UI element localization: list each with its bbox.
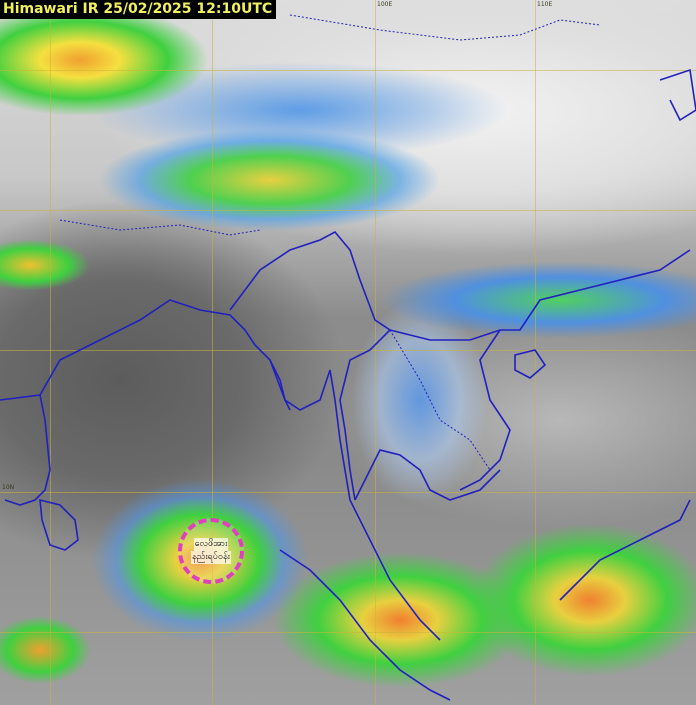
lon-label-110e: 110E (537, 1, 553, 8)
grid-line (0, 350, 696, 351)
grid-line (535, 0, 536, 705)
thailand-coast (354, 449, 501, 501)
grid-line (212, 0, 213, 705)
vietnam-coast (389, 249, 691, 341)
grid-line (375, 0, 376, 705)
sri-lanka (39, 498, 79, 551)
border-dotted (389, 329, 491, 471)
image-title: Himawari IR 25/02/2025 12:10UTC (0, 0, 277, 19)
coastline-india (0, 299, 291, 411)
borneo (559, 499, 691, 601)
lon-label-100e: 100E (377, 1, 393, 8)
myanmar-coast (269, 359, 346, 471)
myanmar-border (229, 230, 392, 501)
low-pressure-label-line1: လေဖိအား (193, 538, 229, 551)
sumatra (279, 549, 451, 701)
grid-line (50, 0, 51, 705)
grid-line (0, 70, 696, 71)
malay-peninsula (344, 469, 441, 641)
border-dotted (59, 219, 261, 236)
grid-line (0, 210, 696, 211)
low-pressure-area-marker: လေဖိအား နည်းရပ်ဝန်း (178, 518, 244, 584)
coastline-india-south (4, 394, 51, 506)
border-dotted (289, 14, 601, 41)
lat-label-10n: 10N (2, 484, 15, 491)
philippines (659, 68, 696, 122)
hainan (514, 349, 547, 379)
grid-line (0, 632, 696, 633)
low-pressure-label-line2: နည်းရပ်ဝန်း (191, 551, 231, 564)
vietnam-south (459, 329, 511, 491)
